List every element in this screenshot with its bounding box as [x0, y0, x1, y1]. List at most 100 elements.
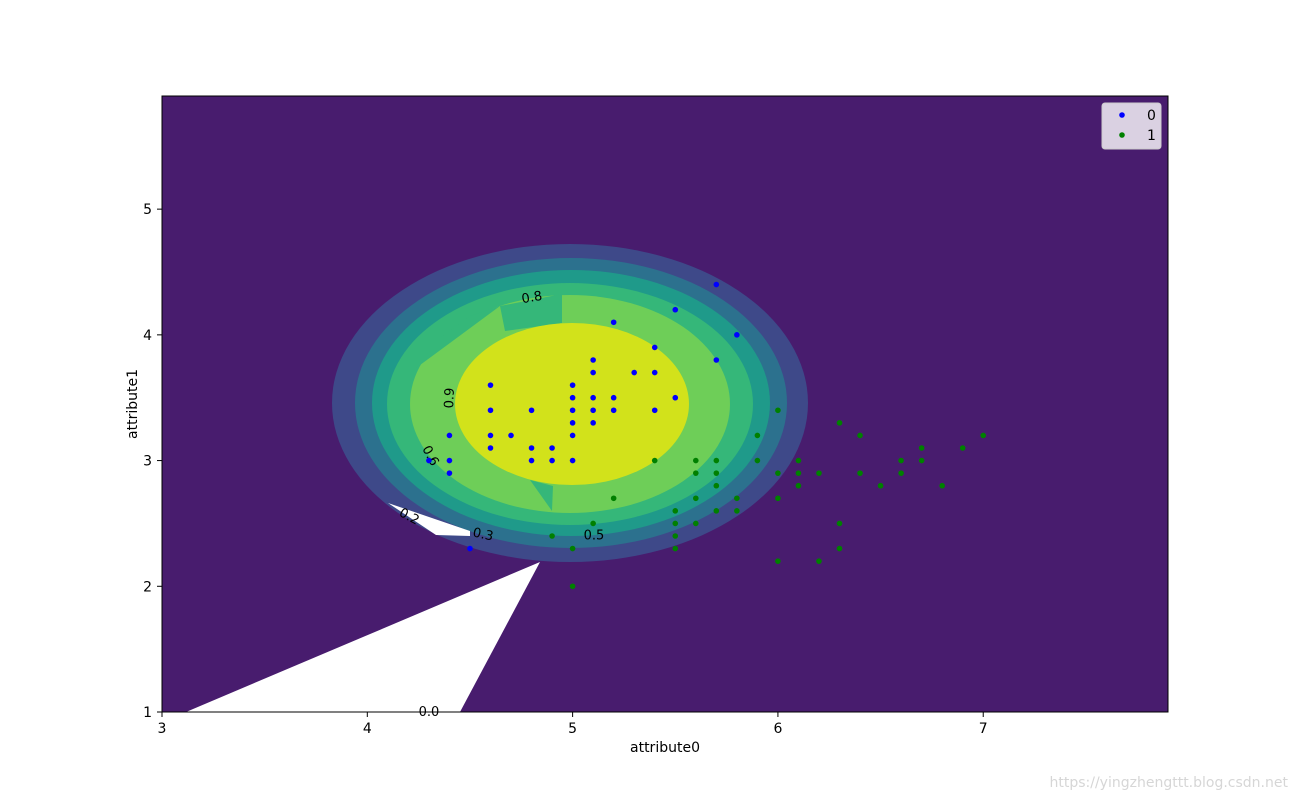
point-class-1 — [857, 470, 863, 476]
point-class-0 — [590, 407, 596, 414]
y-axis-label: attribute1 — [125, 369, 141, 439]
point-class-1 — [672, 508, 679, 514]
point-class-0 — [672, 394, 679, 401]
point-class-0 — [734, 332, 740, 338]
point-class-0 — [549, 457, 555, 464]
point-class-0 — [569, 394, 576, 401]
contour-band-6 — [455, 323, 689, 485]
point-class-1 — [549, 533, 555, 539]
point-class-0 — [528, 407, 535, 414]
contour-label: 0.8 — [521, 289, 544, 307]
x-axis-label: attribute0 — [630, 740, 700, 756]
point-class-1 — [795, 482, 802, 489]
point-class-1 — [734, 508, 740, 514]
point-class-0 — [487, 445, 494, 451]
point-class-0 — [487, 407, 494, 414]
x-tick-label: 7 — [979, 721, 988, 737]
watermark: https://yingzhengttt.blog.csdn.net — [1050, 775, 1289, 791]
point-class-1 — [693, 495, 699, 502]
point-class-0 — [467, 545, 473, 552]
point-class-1 — [672, 533, 679, 539]
x-tick-label: 6 — [773, 721, 782, 737]
y-tick-label: 3 — [143, 454, 152, 470]
contour-gap-sliver — [388, 503, 470, 536]
point-class-1 — [754, 457, 761, 464]
point-class-1 — [898, 457, 904, 464]
point-class-1 — [754, 432, 761, 439]
point-class-1 — [980, 432, 987, 439]
point-class-1 — [836, 520, 843, 527]
point-class-1 — [569, 545, 576, 552]
y-tick-label: 2 — [143, 579, 152, 595]
point-class-1 — [713, 470, 720, 476]
point-class-0 — [569, 382, 576, 388]
x-tick-label: 5 — [568, 721, 577, 737]
point-class-0 — [713, 357, 720, 363]
point-class-1 — [959, 445, 966, 451]
point-class-0 — [610, 394, 617, 401]
point-class-0 — [446, 457, 453, 464]
point-class-1 — [836, 545, 843, 552]
point-class-1 — [713, 482, 720, 489]
point-class-0 — [651, 369, 658, 376]
scatter-points — [426, 281, 987, 590]
x-tick-label: 4 — [363, 721, 372, 737]
legend-label-class-0: 0 — [1147, 108, 1156, 124]
point-class-0 — [569, 420, 576, 426]
point-class-1 — [816, 470, 822, 476]
point-class-1 — [713, 457, 720, 464]
point-class-1 — [857, 432, 863, 439]
point-class-1 — [569, 583, 576, 590]
point-class-0 — [528, 457, 535, 464]
point-class-1 — [836, 420, 843, 426]
point-class-1 — [610, 495, 617, 502]
y-tick-label: 1 — [143, 705, 152, 721]
contour-band-4-notch-top — [500, 294, 562, 331]
contour-fill — [162, 96, 1168, 712]
point-class-0 — [487, 382, 494, 388]
point-class-1 — [795, 457, 802, 464]
contour-band-4-notch-left — [416, 306, 500, 368]
point-class-1 — [775, 407, 781, 414]
y-tick-label: 5 — [143, 202, 152, 218]
point-class-0 — [446, 470, 453, 476]
contour-label: 0.3 — [471, 526, 494, 545]
axes-frame — [161, 95, 1169, 713]
point-class-1 — [939, 482, 945, 489]
point-class-0 — [672, 306, 679, 313]
point-class-1 — [734, 495, 740, 502]
point-class-0 — [590, 357, 596, 363]
point-class-1 — [775, 558, 781, 564]
point-class-0 — [590, 420, 596, 426]
contour-gap-triangle — [186, 562, 540, 712]
x-tick-label: 3 — [158, 721, 167, 737]
point-class-0 — [528, 445, 535, 451]
point-class-1 — [693, 520, 699, 527]
point-class-1 — [795, 470, 802, 476]
point-class-1 — [918, 445, 925, 451]
point-class-0 — [569, 457, 576, 464]
point-class-0 — [590, 394, 596, 401]
legend-label-class-1: 1 — [1147, 128, 1156, 144]
point-class-0 — [590, 369, 596, 376]
point-class-1 — [775, 470, 781, 476]
point-class-1 — [775, 495, 781, 502]
point-class-0 — [426, 457, 432, 464]
point-class-1 — [672, 545, 679, 552]
legend-marker-class-0 — [1119, 112, 1125, 118]
point-class-1 — [693, 457, 699, 464]
point-class-0 — [446, 432, 453, 439]
contour-label: 0.5 — [584, 529, 605, 544]
contour-label: 0.9 — [442, 387, 458, 408]
point-class-1 — [693, 470, 699, 476]
point-class-1 — [877, 482, 884, 489]
point-class-0 — [569, 407, 576, 414]
legend-marker-class-1 — [1119, 132, 1125, 138]
point-class-1 — [816, 558, 822, 564]
point-class-1 — [672, 520, 679, 527]
contour-band-4-notch-bottom — [530, 480, 553, 511]
point-class-1 — [898, 470, 904, 476]
point-class-0 — [508, 432, 514, 439]
contour-labels: 0.0 0.2 0.3 0.5 0.6 0.8 0.9 — [396, 289, 604, 720]
